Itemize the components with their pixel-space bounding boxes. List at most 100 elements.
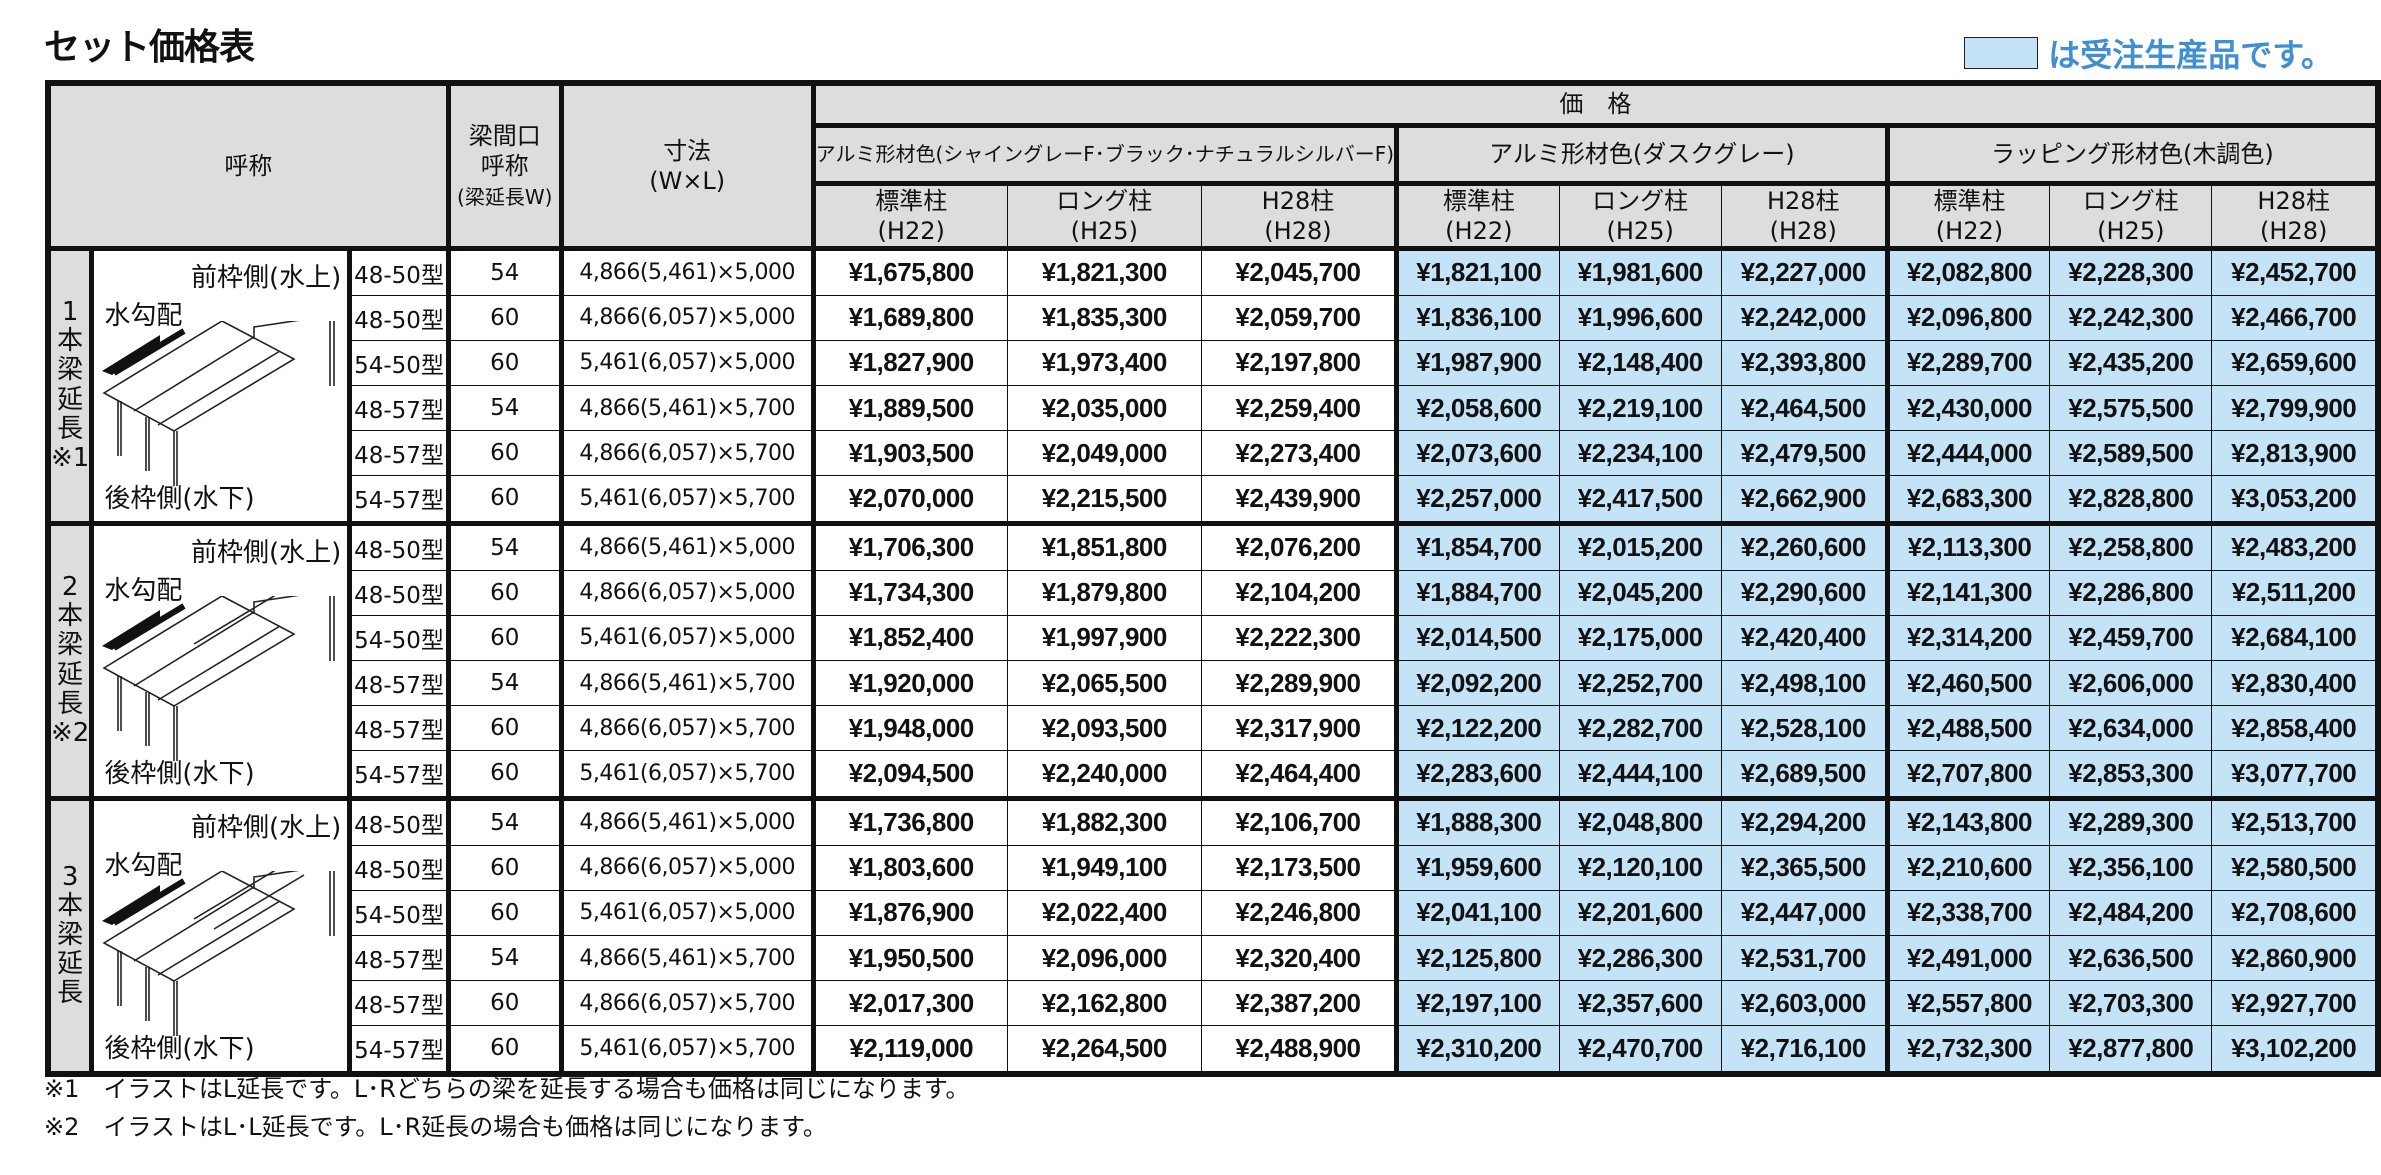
size-cell: 4,866(6,057)×5,000 [558, 569, 816, 616]
size-cell: 4,866(5,461)×5,000 [558, 522, 816, 571]
price-cell: ¥2,289,900 [1200, 659, 1398, 707]
table-row: 54-57型 60 5,461(6,057)×5,700 ¥2,070,000 ¥2,2… [48, 475, 2381, 526]
post-height: (H28) [1769, 216, 1837, 245]
price-cell: ¥2,260,600 [1720, 522, 1888, 571]
price-cell: ¥1,851,800 [1006, 522, 1202, 571]
price-cell: ¥1,903,500 [810, 430, 1008, 477]
price-cell: ¥2,125,800 [1394, 934, 1560, 982]
beam-cell: 60 [445, 705, 562, 752]
price-cell: ¥2,073,600 [1394, 430, 1560, 477]
price-cell: ¥1,706,300 [810, 522, 1008, 571]
price-cell: ¥2,082,800 [1884, 247, 2051, 296]
model-cell: 48-57型 [349, 934, 449, 982]
beam-cell: 60 [445, 475, 562, 526]
beam-cell: 54 [445, 934, 562, 982]
price-cell: ¥2,513,700 [2211, 797, 2381, 846]
price-cell: ¥2,484,200 [2049, 889, 2213, 936]
price-cell: ¥2,430,000 [1884, 384, 2051, 432]
price-cell: ¥1,920,000 [810, 659, 1008, 707]
post-height: (H22) [1445, 216, 1513, 245]
price-cell: ¥2,093,500 [1006, 705, 1202, 752]
header-size: 寸法 (W×L) [558, 80, 816, 251]
price-cell: ¥2,289,700 [1884, 339, 2051, 386]
price-cell: ¥2,045,200 [1558, 569, 1722, 616]
price-cell: ¥2,219,100 [1558, 384, 1722, 432]
price-cell: ¥2,290,600 [1720, 569, 1888, 616]
price-cell: ¥2,459,700 [2049, 614, 2213, 661]
header-post: 標準柱 (H22) [1884, 180, 2051, 251]
price-cell: ¥2,252,700 [1558, 659, 1722, 707]
model-cell: 54-50型 [349, 614, 449, 661]
price-cell: ¥2,035,000 [1006, 384, 1202, 432]
beam-cell: 60 [445, 889, 562, 936]
beam-cell: 60 [445, 750, 562, 801]
size-cell: 4,866(6,057)×5,700 [558, 705, 816, 752]
page-title: セット価格表 [44, 27, 255, 68]
header-post: ロング柱 (H25) [2049, 180, 2213, 251]
price-cell: ¥2,273,400 [1200, 430, 1398, 477]
price-cell: ¥2,162,800 [1006, 980, 1202, 1027]
price-cell: ¥2,858,400 [2211, 705, 2381, 752]
table-row: 54-50型 60 5,461(6,057)×5,000 ¥1,852,400 ¥1,9… [48, 614, 2381, 661]
model-cell: 48-57型 [349, 430, 449, 477]
price-cell: ¥2,491,000 [1884, 934, 2051, 982]
price-cell: ¥2,603,000 [1720, 980, 1888, 1027]
price-cell: ¥2,357,600 [1558, 980, 1722, 1027]
price-cell: ¥2,215,500 [1006, 475, 1202, 526]
price-cell: ¥2,045,700 [1200, 247, 1398, 296]
carport-illustration-icon [102, 320, 336, 486]
price-cell: ¥2,242,000 [1720, 294, 1888, 341]
price-cell: ¥2,464,500 [1720, 384, 1888, 432]
post-height: (H28) [1264, 216, 1332, 245]
table-row: 2本梁延長※2 前枠側(水上) 水勾配 後枠側(水下) 48-50型 54 4,866(5… [48, 520, 2381, 801]
price-cell: ¥2,420,400 [1720, 614, 1888, 661]
table-row: 54-57型 60 5,461(6,057)×5,700 ¥2,119,000 ¥2,2… [48, 1025, 2381, 1076]
price-cell: ¥1,821,300 [1006, 247, 1202, 296]
illustration-label-front: 前枠側(水上) [191, 262, 342, 293]
price-cell: ¥2,094,500 [810, 750, 1008, 801]
size-cell: 5,461(6,057)×5,700 [558, 475, 816, 526]
section-label: 1本梁延長※1 [48, 245, 95, 526]
price-cell: ¥2,092,200 [1394, 659, 1560, 707]
price-cell: ¥2,511,200 [2211, 569, 2381, 616]
size-cell: 4,866(5,461)×5,700 [558, 384, 816, 432]
post-height: (H25) [1606, 216, 1674, 245]
price-cell: ¥2,070,000 [810, 475, 1008, 526]
price-cell: ¥2,041,100 [1394, 889, 1560, 936]
table-row: 48-57型 60 4,866(6,057)×5,700 ¥2,017,300 ¥2,1… [48, 980, 2381, 1027]
illustration-label-slope: 水勾配 [104, 575, 183, 606]
post-height: (H28) [2260, 216, 2328, 245]
table-row: 48-57型 54 4,866(5,461)×5,700 ¥1,889,500 ¥2,0… [48, 384, 2381, 432]
table-row: 1本梁延長※1 前枠側(水上) 水勾配 後枠側(水下) 48-50型 54 4,866(5… [48, 245, 2381, 526]
price-cell: ¥2,257,000 [1394, 475, 1560, 526]
price-cell: ¥2,289,300 [2049, 797, 2213, 846]
price-cell: ¥2,860,900 [2211, 934, 2381, 982]
post-name: 標準柱 [1933, 186, 2006, 215]
illustration-label-slope: 水勾配 [104, 300, 183, 331]
price-cell: ¥2,173,500 [1200, 844, 1398, 891]
price-cell: ¥2,259,400 [1200, 384, 1398, 432]
model-cell: 54-57型 [349, 475, 449, 526]
beam-cell: 60 [445, 844, 562, 891]
table-row: 54-50型 60 5,461(6,057)×5,000 ¥1,876,900 ¥2,0… [48, 889, 2381, 936]
illustration-label-front: 前枠側(水上) [191, 812, 342, 843]
model-cell: 48-50型 [349, 522, 449, 571]
price-cell: ¥2,444,100 [1558, 750, 1722, 801]
footnote-1: ※1 イラストはL延長です。L･Rどちらの梁を延長する場合も価格は同じになります… [44, 1075, 970, 1103]
price-cell: ¥2,813,900 [2211, 430, 2381, 477]
price-cell: ¥1,836,100 [1394, 294, 1560, 341]
post-height: (H25) [1070, 216, 1138, 245]
model-cell: 48-57型 [349, 384, 449, 432]
price-cell: ¥2,175,000 [1558, 614, 1722, 661]
price-cell: ¥2,659,600 [2211, 339, 2381, 386]
price-cell: ¥1,948,000 [810, 705, 1008, 752]
price-cell: ¥2,338,700 [1884, 889, 2051, 936]
price-cell: ¥2,580,500 [2211, 844, 2381, 891]
price-cell: ¥2,435,200 [2049, 339, 2213, 386]
size-cell: 4,866(5,461)×5,000 [558, 247, 816, 296]
price-cell: ¥1,736,800 [810, 797, 1008, 846]
price-cell: ¥2,210,600 [1884, 844, 2051, 891]
price-cell: ¥2,444,000 [1884, 430, 2051, 477]
price-cell: ¥1,827,900 [810, 339, 1008, 386]
price-cell: ¥2,282,700 [1558, 705, 1722, 752]
